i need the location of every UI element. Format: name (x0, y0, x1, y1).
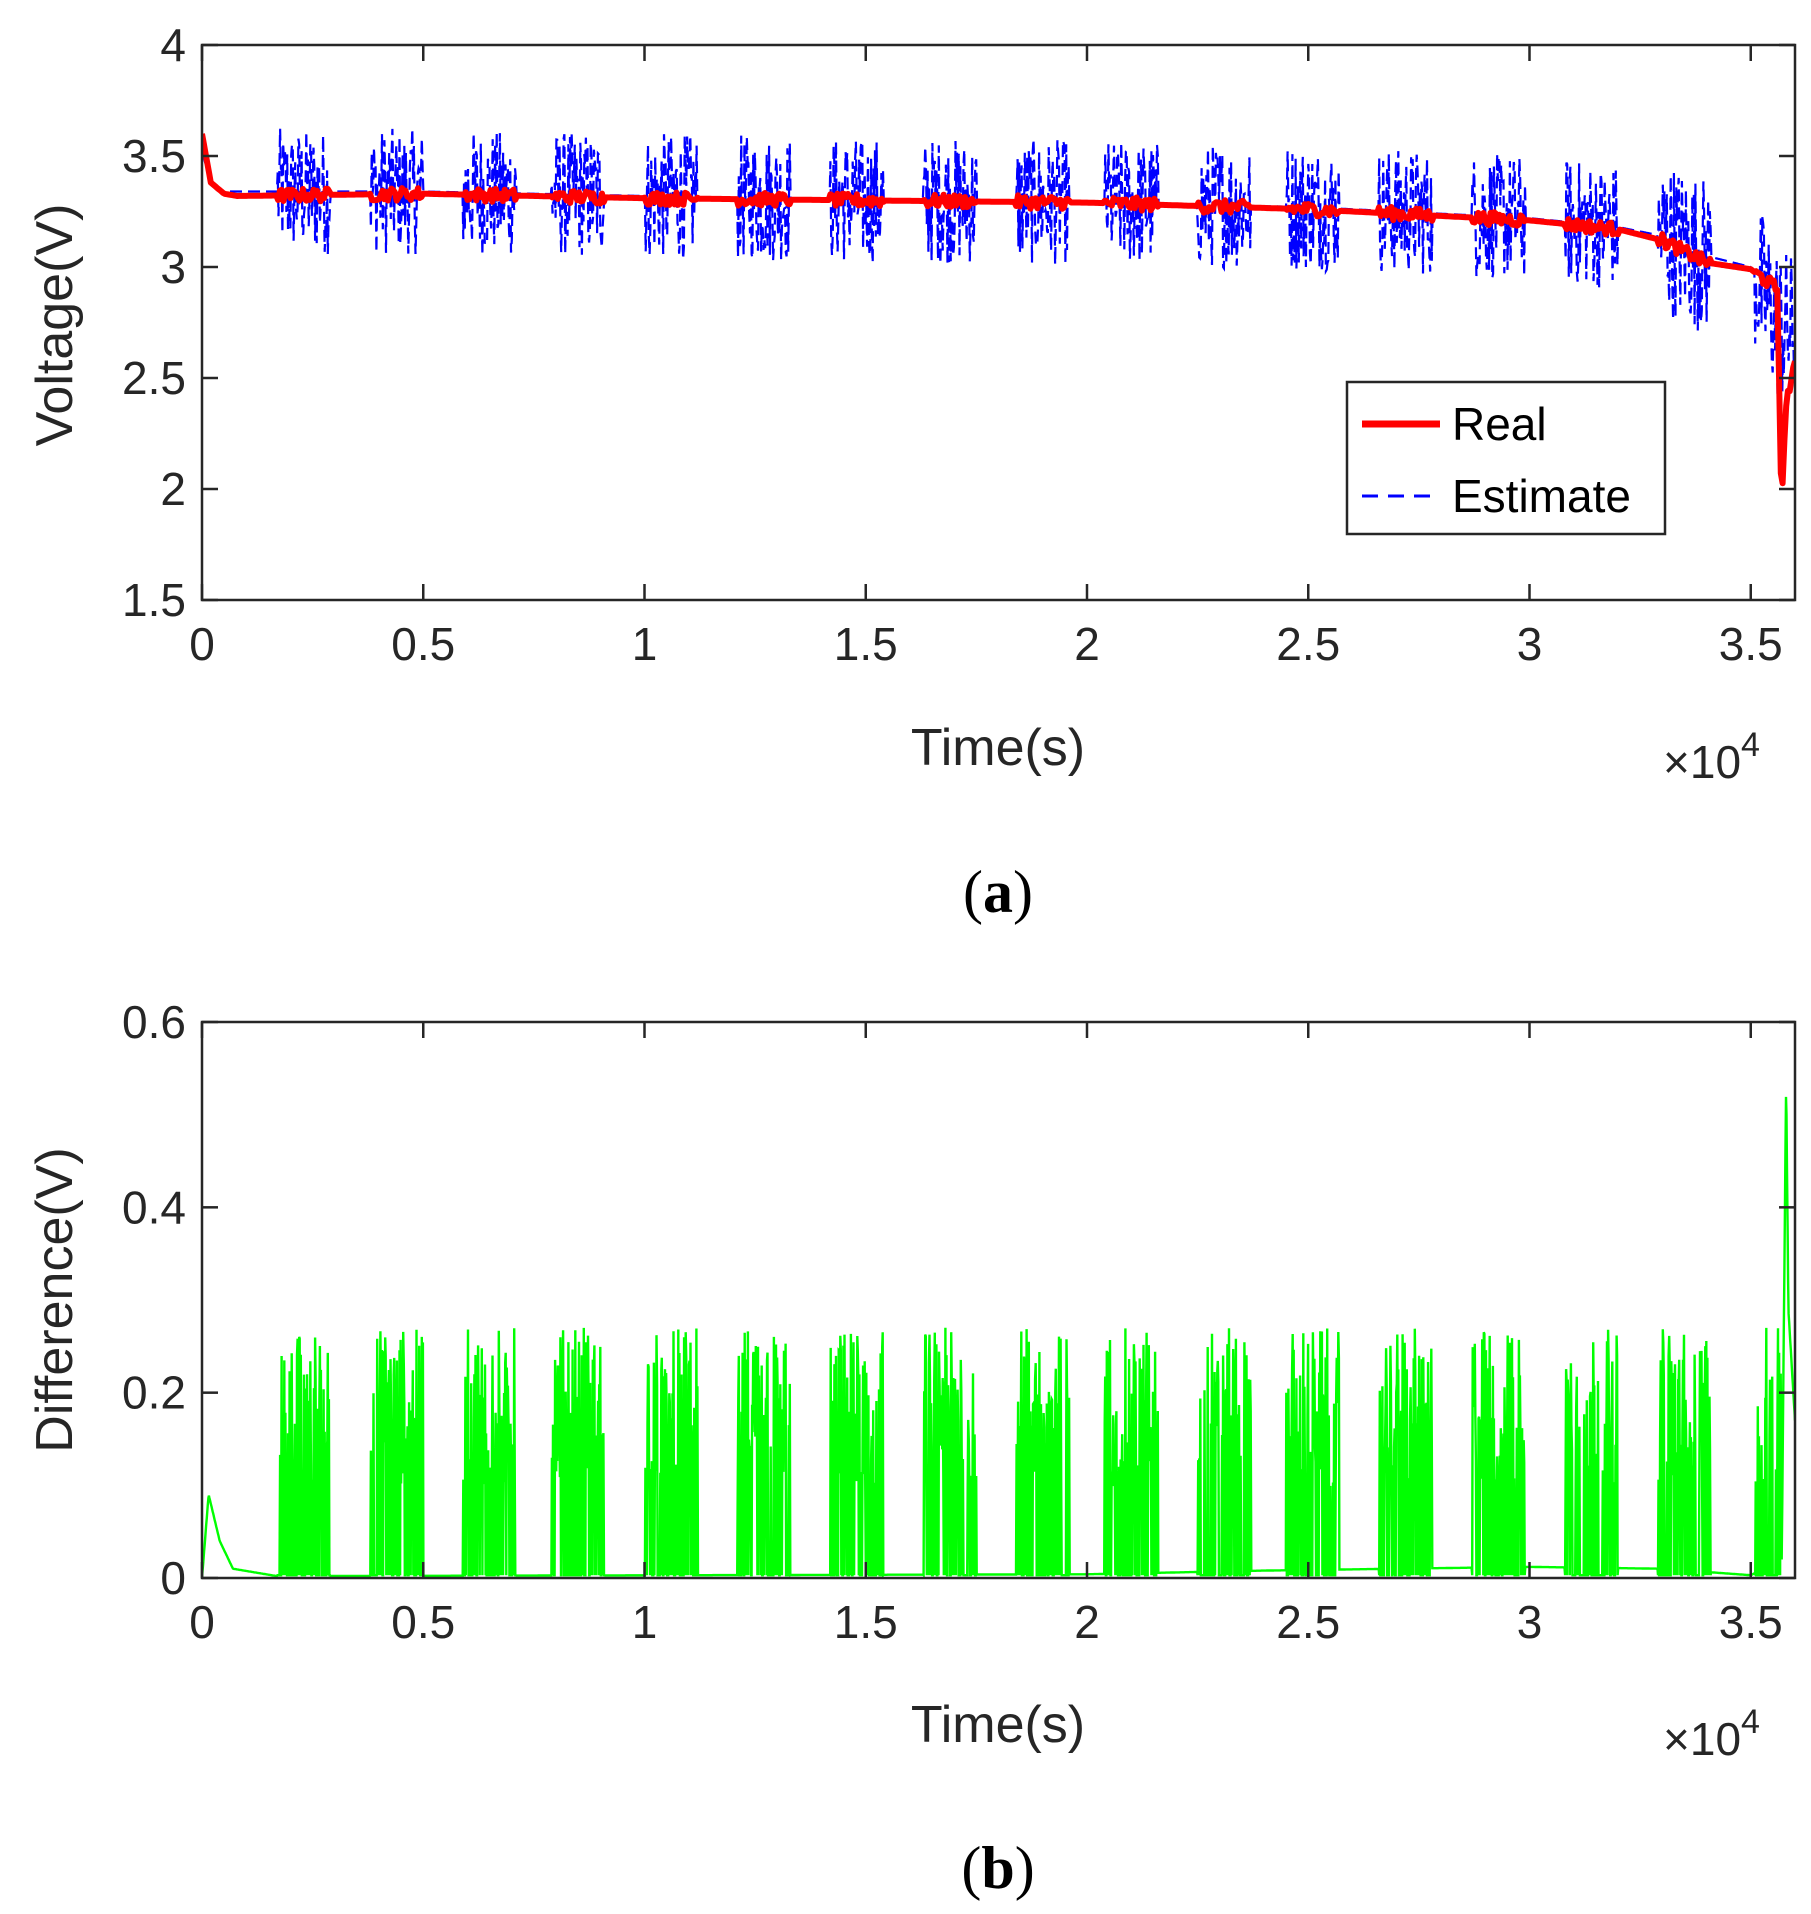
panel-a-legend-box (1345, 380, 1667, 536)
panel-a-y-tick-label: 2.5 (122, 352, 186, 404)
panel-b-x-exponent-power: 4 (1741, 1703, 1760, 1741)
panel-a-y-tick-label: 2 (160, 463, 186, 515)
panel-b-x-axis-label: Time(s) (911, 1696, 1085, 1754)
panel-a-y-tick-label: 3.5 (122, 130, 186, 182)
panel-a: 0 0.5 1 1.5 2 2.5 3 3.5 1.5 2 2.5 3 3.5 4 Time(s) Vo… (26, 19, 1797, 925)
panel-b-axes-box (200, 1020, 1797, 1580)
panel-b-y-ticks: 0 0.2 0.4 0.6 (122, 996, 1795, 1604)
panel-b-label: (b) (961, 1835, 1034, 1901)
panel-a-y-ticks: 1.5 2 2.5 3 3.5 4 (122, 19, 1795, 626)
panel-a-y-tick-label: 4 (160, 19, 186, 71)
panel-b-y-tick-label: 0 (160, 1552, 186, 1604)
panel-b-x-ticks: 0 0.5 1 1.5 2 2.5 3 3.5 (189, 1022, 1783, 1648)
panel-b-y-tick-label: 0.6 (122, 996, 186, 1048)
panel-a-x-ticks: 0 0.5 1 1.5 2 2.5 3 3.5 (189, 45, 1783, 670)
panel-a-x-tick-label: 1 (632, 618, 658, 670)
panel-b-x-tick-label: 0 (189, 1596, 215, 1648)
panel-b-x-exponent: ×104 (1663, 1703, 1760, 1765)
panel-b-y-tick-label: 0.2 (122, 1367, 186, 1419)
panel-b-x-tick-label: 1.5 (834, 1596, 898, 1648)
panel-b-x-tick-label: 2 (1074, 1596, 1100, 1648)
panel-a-x-tick-label: 2.5 (1276, 618, 1340, 670)
panel-b-x-tick-label: 0.5 (391, 1596, 455, 1648)
panel-a-y-tick-label: 3 (160, 241, 186, 293)
panel-a-label-letter: a (983, 859, 1013, 925)
panel-b-y-tick-label: 0.4 (122, 1181, 186, 1233)
panel-a-x-tick-label: 2 (1074, 618, 1100, 670)
panel-b-label-close: ) (1015, 1835, 1035, 1901)
panel-a-label-open: ( (963, 859, 983, 925)
panel-a-plot-area (202, 128, 1795, 487)
panel-a-label-close: ) (1013, 859, 1033, 925)
panel-a-x-tick-label: 1.5 (834, 618, 898, 670)
panel-b-x-tick-label: 1 (632, 1596, 658, 1648)
panel-a-label: (a) (963, 859, 1033, 925)
panel-a-x-tick-label: 3.5 (1719, 618, 1783, 670)
legend-estimate-label: Estimate (1452, 470, 1631, 522)
panel-b-x-tick-label: 2.5 (1276, 1596, 1340, 1648)
panel-b-y-axis-label: Difference(V) (26, 1147, 84, 1452)
panel-b-x-exponent-base: ×10 (1663, 1713, 1741, 1765)
panel-b-x-tick-label: 3.5 (1719, 1596, 1783, 1648)
panel-a-x-exponent-base: ×10 (1663, 736, 1741, 788)
panel-b-label-letter: b (981, 1835, 1014, 1901)
panel-a-x-tick-label: 0 (189, 618, 215, 670)
panel-a-x-tick-label: 0.5 (391, 618, 455, 670)
panel-a-legend: Real Estimate (1345, 380, 1667, 536)
panel-a-y-axis-label: Voltage(V) (26, 204, 84, 447)
panel-b: 0 0.5 1 1.5 2 2.5 3 3.5 0 0.2 0.4 0.6 Time(s) Diff… (26, 996, 1797, 1901)
panel-a-x-axis-label: Time(s) (911, 719, 1085, 777)
panel-a-x-tick-label: 3 (1517, 618, 1543, 670)
panel-a-y-tick-label: 1.5 (122, 574, 186, 626)
panel-b-label-open: ( (961, 1835, 981, 1901)
panel-a-x-exponent-power: 4 (1741, 726, 1760, 764)
panel-a-axes-box (200, 43, 1797, 602)
legend-real-label: Real (1452, 398, 1547, 450)
panel-b-x-tick-label: 3 (1517, 1596, 1543, 1648)
panel-a-x-exponent: ×104 (1663, 726, 1760, 788)
series-real-line (202, 133, 1795, 487)
